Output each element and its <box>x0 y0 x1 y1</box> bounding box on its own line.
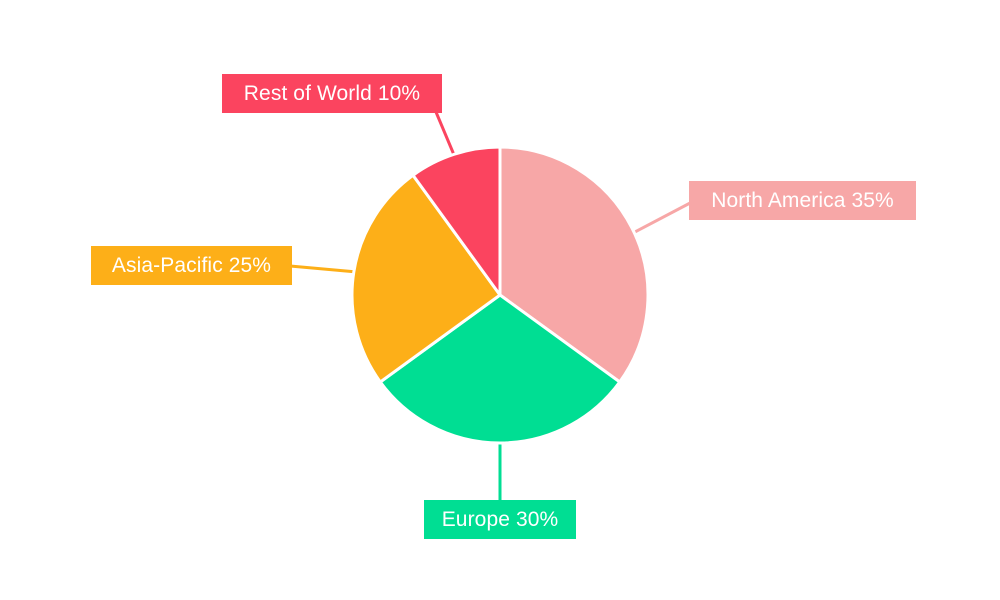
pie-label-north-america[interactable]: North America 35% <box>689 181 916 220</box>
leader-line-asia-pacific <box>289 264 358 274</box>
pie-slice-north-america[interactable] <box>498 145 650 384</box>
pie-label-rest-of-world[interactable]: Rest of World 10% <box>222 74 442 113</box>
pie-slice-europe[interactable] <box>378 293 622 445</box>
pie-slices-group <box>350 145 650 445</box>
pie-slice-rest-of-world[interactable] <box>411 145 502 297</box>
pie-label-europe[interactable]: Europe 30% <box>424 500 576 539</box>
leader-line-north-america <box>632 200 693 235</box>
pie-slice-asia-pacific[interactable] <box>350 173 502 384</box>
pie-label-asia-pacific[interactable]: Asia-Pacific 25% <box>91 246 292 285</box>
